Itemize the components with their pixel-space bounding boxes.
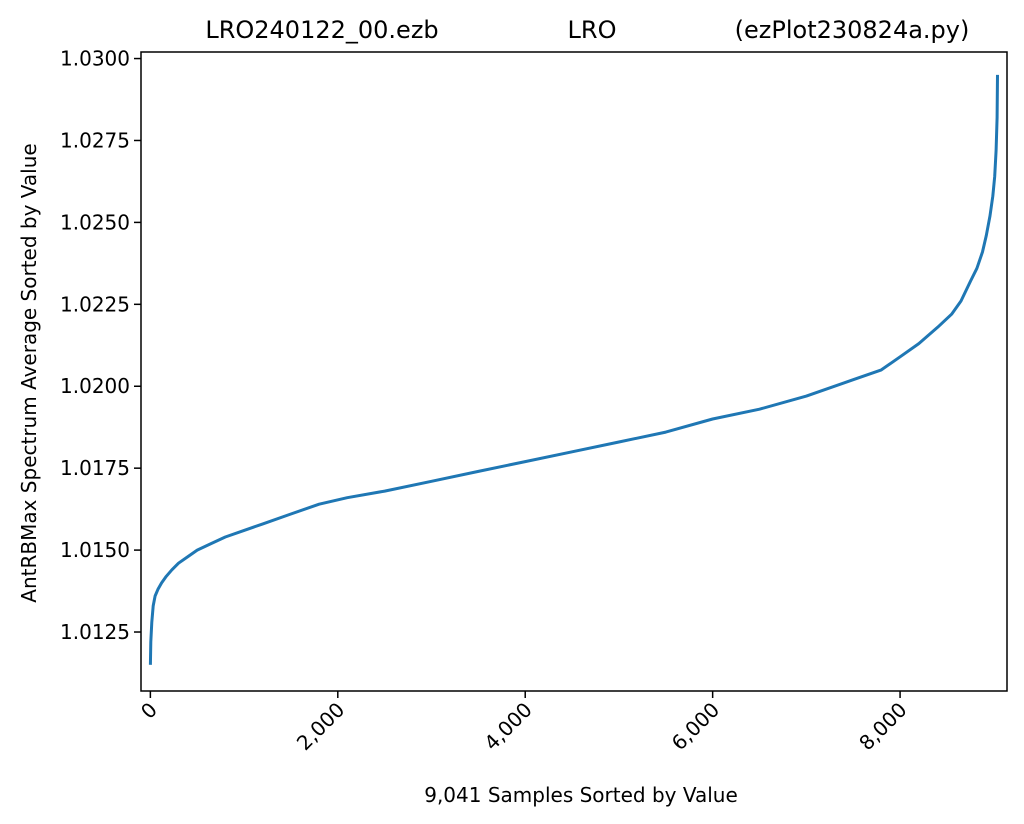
title-script: (ezPlot230824a.py)	[735, 16, 970, 44]
x-tick-label: 0	[136, 698, 162, 724]
axes-frame	[140, 51, 1008, 692]
series-line-0	[148, 74, 999, 665]
y-tick-label: 1.0225	[60, 292, 130, 316]
y-tick-label: 1.0175	[60, 456, 130, 480]
y-axis-label: AntRBMax Spectrum Average Sorted by Valu…	[17, 143, 41, 602]
plot-area: 1.0125 1.0150 1.0175 1.0200 1.0225 1.0250 1.02…	[60, 47, 1008, 755]
title-filename: LRO240122_00.ezb	[205, 16, 438, 44]
x-axis-label: 9,041 Samples Sorted by Value	[424, 783, 738, 807]
y-tick-label: 1.0300	[60, 47, 130, 71]
x-tick-label: 8,000	[854, 698, 911, 755]
x-tick-label: 6,000	[667, 698, 724, 755]
chart-title: LRO240122_00.ezb LRO (ezPlot230824a.py)	[205, 16, 969, 44]
y-tick-label: 1.0150	[60, 538, 130, 562]
y-tick-label: 1.0275	[60, 128, 130, 152]
y-tick-label: 1.0250	[60, 210, 130, 234]
title-station: LRO	[568, 16, 617, 44]
y-tick-label: 1.0125	[60, 620, 130, 644]
x-tick-label: 4,000	[479, 698, 536, 755]
x-tick-label: 2,000	[292, 698, 349, 755]
y-tick-label: 1.0200	[60, 374, 130, 398]
